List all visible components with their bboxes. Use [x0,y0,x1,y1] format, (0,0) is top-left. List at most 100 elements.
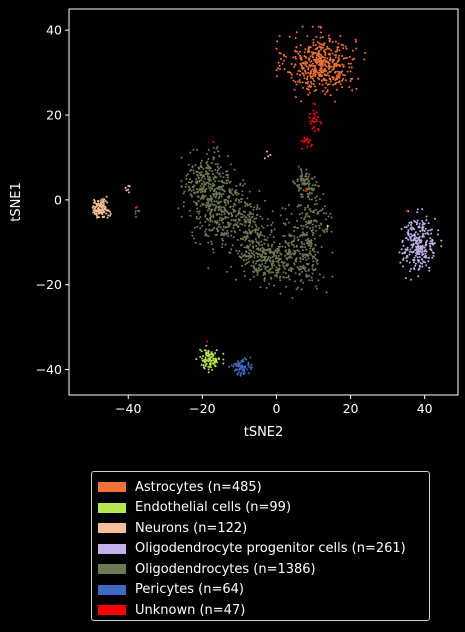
data-point [275,250,278,253]
data-point [191,166,194,169]
data-point [274,269,277,272]
data-point [309,75,312,77]
data-point [410,221,412,224]
data-point [336,76,339,79]
data-point [325,48,328,51]
data-point [215,176,218,179]
data-point [249,202,252,205]
legend-swatch-oligodendrocytes [98,564,126,575]
data-point [192,237,195,240]
data-point [336,70,339,73]
data-point [406,249,409,251]
data-point [208,224,211,227]
data-point [423,229,426,232]
data-point [317,116,319,119]
data-point [248,215,251,218]
data-point [225,182,228,185]
data-point [414,262,417,265]
data-point [259,215,262,218]
data-point [302,86,305,89]
data-point [293,230,296,232]
legend-label-unknown: Unknown (n=47) [135,602,246,618]
data-point [222,352,225,355]
data-point [212,158,215,161]
data-point [261,249,264,252]
data-point [191,231,194,234]
data-point [285,257,288,260]
data-point [230,265,232,268]
data-point [230,230,233,233]
data-point [254,229,257,232]
data-point [322,69,325,72]
data-point [311,255,314,258]
data-point [410,233,412,236]
data-point [218,186,221,188]
data-point [307,221,310,224]
data-point [421,265,424,268]
data-point [297,203,300,206]
data-point [402,257,405,260]
data-point [314,58,316,61]
data-point [305,72,308,75]
data-point [273,264,276,267]
data-point [312,69,315,72]
data-point [433,242,436,245]
data-point [193,192,196,195]
data-point [241,197,243,200]
data-point [303,218,306,221]
data-point [312,72,315,75]
data-point [319,62,322,65]
data-point [419,250,422,253]
data-point [421,262,424,265]
data-point [299,280,302,282]
data-point [273,241,276,244]
data-point [269,249,272,252]
data-point [288,35,291,38]
data-point [214,233,217,236]
data-point [221,232,223,235]
data-point [196,181,199,184]
data-point [254,238,257,240]
series-oligodendrocytes [134,146,334,368]
data-point [285,264,287,267]
data-point [204,220,207,223]
data-point [201,225,204,227]
data-point [305,262,308,265]
data-point [326,83,329,86]
data-point [309,120,312,123]
data-point [215,190,218,193]
data-point [264,273,266,276]
data-point [227,235,230,238]
data-point [303,137,306,139]
data-point [213,184,216,187]
data-point [194,164,197,167]
data-point [304,62,307,65]
data-point [259,286,262,289]
data-point [232,193,235,196]
data-point [306,145,309,148]
data-point [238,364,241,367]
data-point [244,365,247,368]
data-point [250,255,253,258]
data-point [407,234,410,237]
data-point [402,265,404,268]
data-point [210,196,213,199]
data-point [232,365,235,368]
data-point [312,263,315,266]
data-point [304,266,307,269]
data-point [236,360,239,363]
data-point [240,256,243,259]
data-point [310,60,313,63]
data-point [334,71,337,74]
data-point [428,269,431,272]
data-point [312,56,315,59]
data-point [207,165,210,168]
data-point [190,189,193,192]
data-point [319,48,322,51]
data-point [222,221,224,224]
data-point [334,79,337,81]
data-point [325,79,328,82]
data-point [230,212,233,214]
data-point [295,83,298,86]
data-point [404,248,407,251]
